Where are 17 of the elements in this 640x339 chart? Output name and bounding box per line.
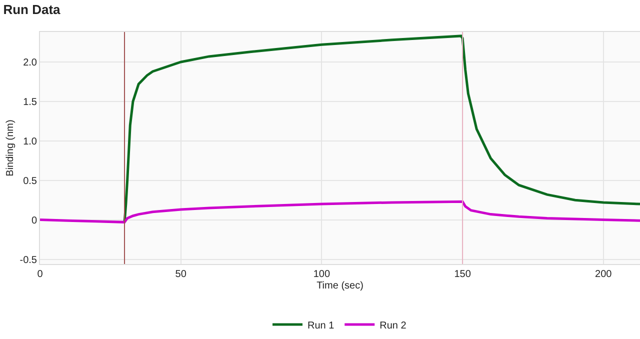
y-axis-title: Binding (nm) xyxy=(4,120,16,176)
line-series xyxy=(40,200,640,224)
legend-label: Run 2 xyxy=(380,320,407,332)
x-tick-label: 200 xyxy=(595,269,612,280)
x-axis-title: Time (sec) xyxy=(316,280,364,292)
x-tick-label: 50 xyxy=(175,269,187,280)
y-tick-label: 1.5 xyxy=(23,96,38,108)
x-tick-label: 150 xyxy=(454,269,472,280)
chart-title: Run Data xyxy=(3,2,62,18)
y-tick-label: 2.0 xyxy=(23,57,38,68)
y-tick-label: 0 xyxy=(31,215,38,226)
y-tick-label: 1.0 xyxy=(23,136,38,148)
line-series xyxy=(123,34,640,224)
y-tick-label: -0.5 xyxy=(20,254,38,266)
x-tick-label: 100 xyxy=(313,269,330,280)
legend-label: Run 1 xyxy=(308,320,335,332)
y-tick-label: 0.5 xyxy=(23,176,38,187)
